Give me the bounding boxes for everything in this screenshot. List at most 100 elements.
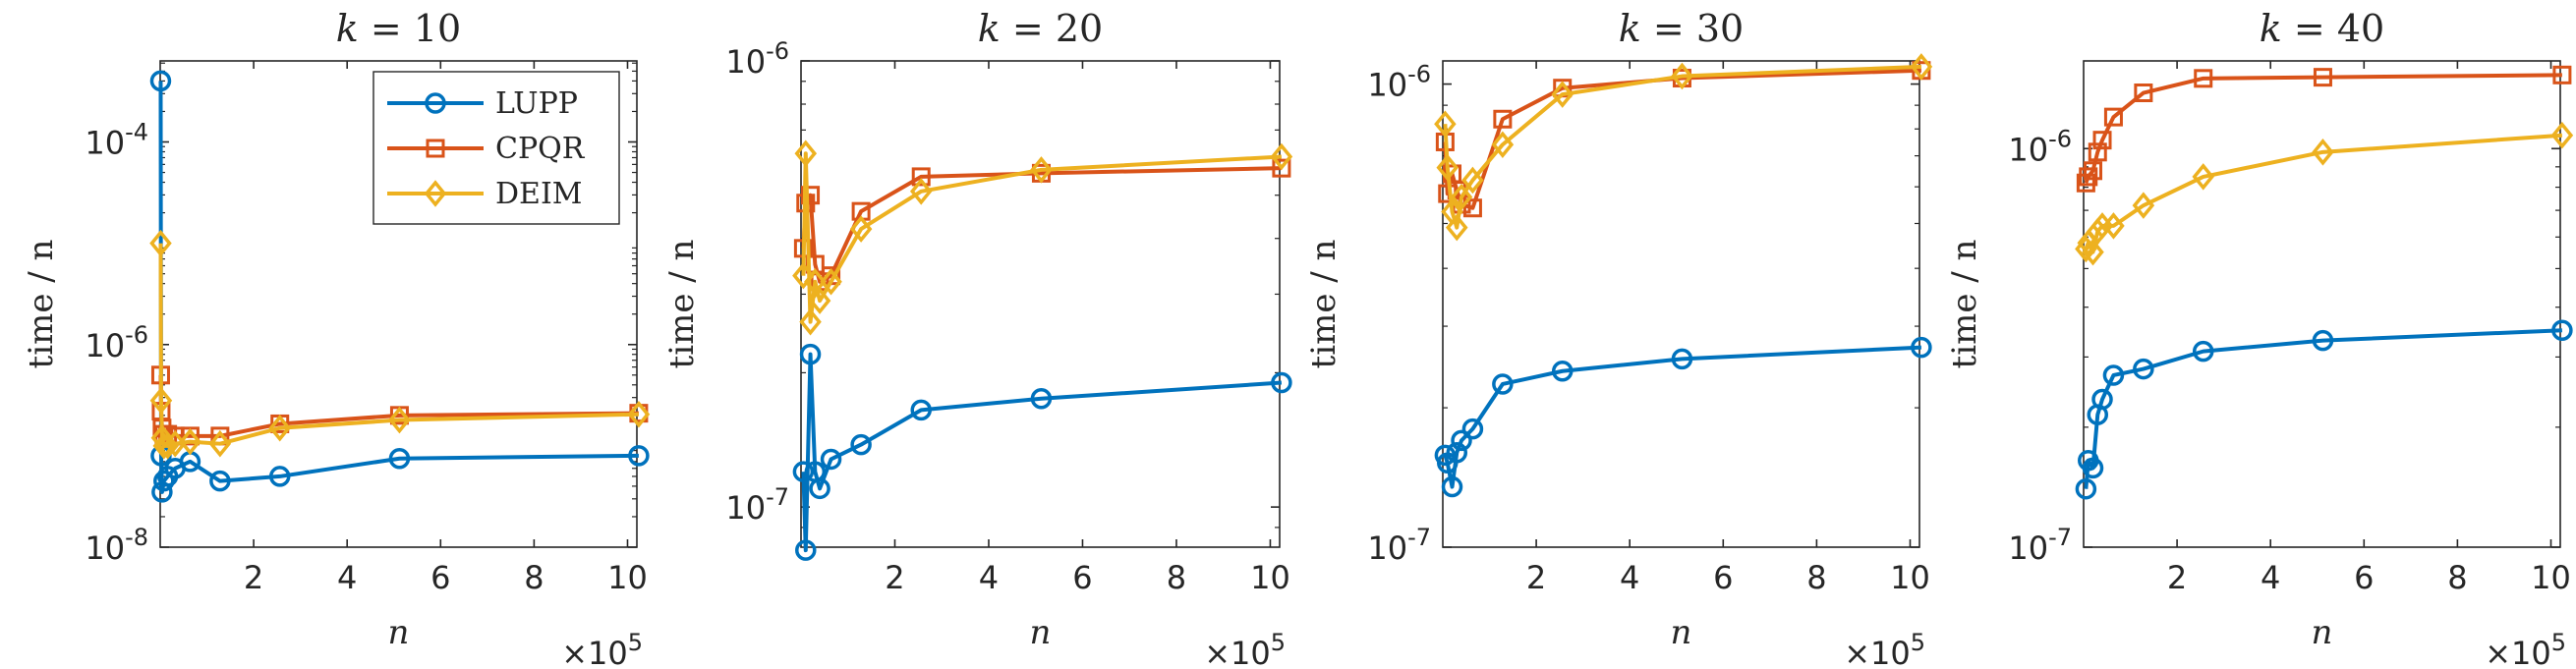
data-point [1910, 53, 1933, 81]
data-point [2079, 167, 2098, 187]
x-tick-label: 8 [1806, 559, 1826, 596]
data-point [2550, 121, 2574, 149]
data-point [426, 139, 445, 158]
data-point [2192, 340, 2214, 362]
data-point [2082, 457, 2104, 479]
data-point [1492, 373, 1514, 395]
data-point [2192, 163, 2214, 191]
data-point [1450, 183, 1473, 211]
data-point [152, 432, 176, 460]
data-point [909, 178, 933, 205]
y-axis-label: time / n [1304, 240, 1344, 369]
chart-title: k = 40 [2260, 7, 2384, 50]
data-point [804, 267, 827, 296]
data-point [1030, 388, 1053, 410]
data-point [2103, 107, 2123, 127]
data-point [425, 92, 446, 114]
chart-panel-2: k = 20 2 4 6 8 10 10-7 10-6 n time / n ×105 [662, 7, 1293, 669]
x-axis-label: n [1671, 613, 1692, 652]
data-point [149, 70, 172, 92]
data-point [209, 470, 231, 492]
data-point [208, 429, 232, 458]
series-cpqr [2076, 65, 2572, 193]
series-line [801, 151, 1283, 324]
data-point [799, 307, 822, 336]
data-point [1462, 198, 1482, 218]
x-axis-label: n [2312, 613, 2333, 652]
data-point [149, 386, 173, 415]
y-axis-label: time / n [662, 240, 702, 369]
series-lupp [792, 343, 1292, 561]
legend-label: LUPP [495, 86, 578, 121]
series-deim [2075, 121, 2574, 266]
x-tick-label: 4 [2261, 559, 2280, 596]
data-point [808, 287, 831, 314]
data-point [1911, 336, 1932, 359]
series-line [158, 81, 639, 494]
x-multiplier-label: ×105 [561, 629, 643, 669]
data-point [1461, 166, 1484, 195]
y-axis-label: time / n [1945, 240, 1984, 369]
plot-area [2083, 60, 2561, 548]
data-point [1436, 153, 1460, 182]
y-tick-label: 10-6 [2008, 125, 2072, 168]
data-point [2102, 212, 2125, 240]
data-point [2312, 139, 2334, 166]
data-point [628, 445, 650, 467]
y-tick-label: 10-7 [725, 483, 789, 527]
data-point [149, 229, 172, 257]
y-tick-label: 10-6 [1367, 61, 1431, 104]
x-multiplier-label: ×105 [2485, 629, 2566, 669]
y-tick-label: 10-6 [85, 321, 148, 364]
series-deim [149, 229, 651, 460]
data-point [388, 406, 411, 434]
x-tick-label: 10 [1250, 559, 1290, 596]
data-point [2075, 477, 2097, 500]
x-tick-label: 2 [885, 559, 904, 596]
chart-panel-3: k = 30 2 4 6 8 10 10-7 10-6 n time / n ×105 [1304, 7, 1933, 669]
data-point [627, 400, 651, 428]
data-point [268, 466, 291, 487]
data-point [1671, 348, 1693, 370]
data-point [2552, 65, 2572, 84]
x-tick-label: 8 [524, 559, 544, 596]
x-tick-label: 10 [2531, 559, 2571, 596]
chart-panel-4: k = 40 2 4 6 8 10 10-7 10-6 n time / n ×105 [1945, 7, 2574, 669]
x-multiplier-label: ×105 [1204, 629, 1286, 669]
series-lupp [149, 70, 650, 503]
data-point [820, 448, 842, 471]
x-tick-label: 6 [2354, 559, 2374, 596]
legend-box [372, 71, 620, 225]
y-tick-label: 10-6 [725, 37, 789, 81]
x-tick-label: 2 [244, 559, 263, 596]
legend-label: DEIM [495, 177, 583, 211]
data-point [1493, 109, 1513, 129]
data-point [799, 343, 822, 365]
data-point [1270, 142, 1293, 171]
data-point [850, 433, 872, 456]
data-point [795, 539, 817, 561]
x-tick-label: 10 [607, 559, 648, 596]
chart-title: k = 10 [336, 7, 461, 50]
data-point [1551, 361, 1574, 382]
data-point [2194, 69, 2213, 88]
data-point [911, 167, 931, 187]
x-axis-label: n [388, 613, 410, 652]
data-point [424, 180, 447, 207]
data-point [153, 470, 175, 492]
data-point [2092, 131, 2112, 150]
data-point [2087, 217, 2109, 246]
data-point [2313, 68, 2332, 87]
x-tick-label: 4 [979, 559, 999, 596]
data-point [2132, 192, 2155, 219]
data-point [792, 261, 815, 290]
legend: LUPP CPQR DEIM [372, 71, 620, 225]
data-point [849, 215, 873, 243]
data-point [1671, 62, 1693, 90]
chart-panel-1: k = 10 2 4 6 8 10 10-8 10-6 10-4 n time / n ×105 LUP… [22, 7, 651, 669]
data-point [179, 427, 201, 456]
data-point [1451, 429, 1472, 452]
data-point [1551, 81, 1574, 108]
data-point [794, 139, 818, 168]
x-tick-label: 6 [430, 559, 450, 596]
